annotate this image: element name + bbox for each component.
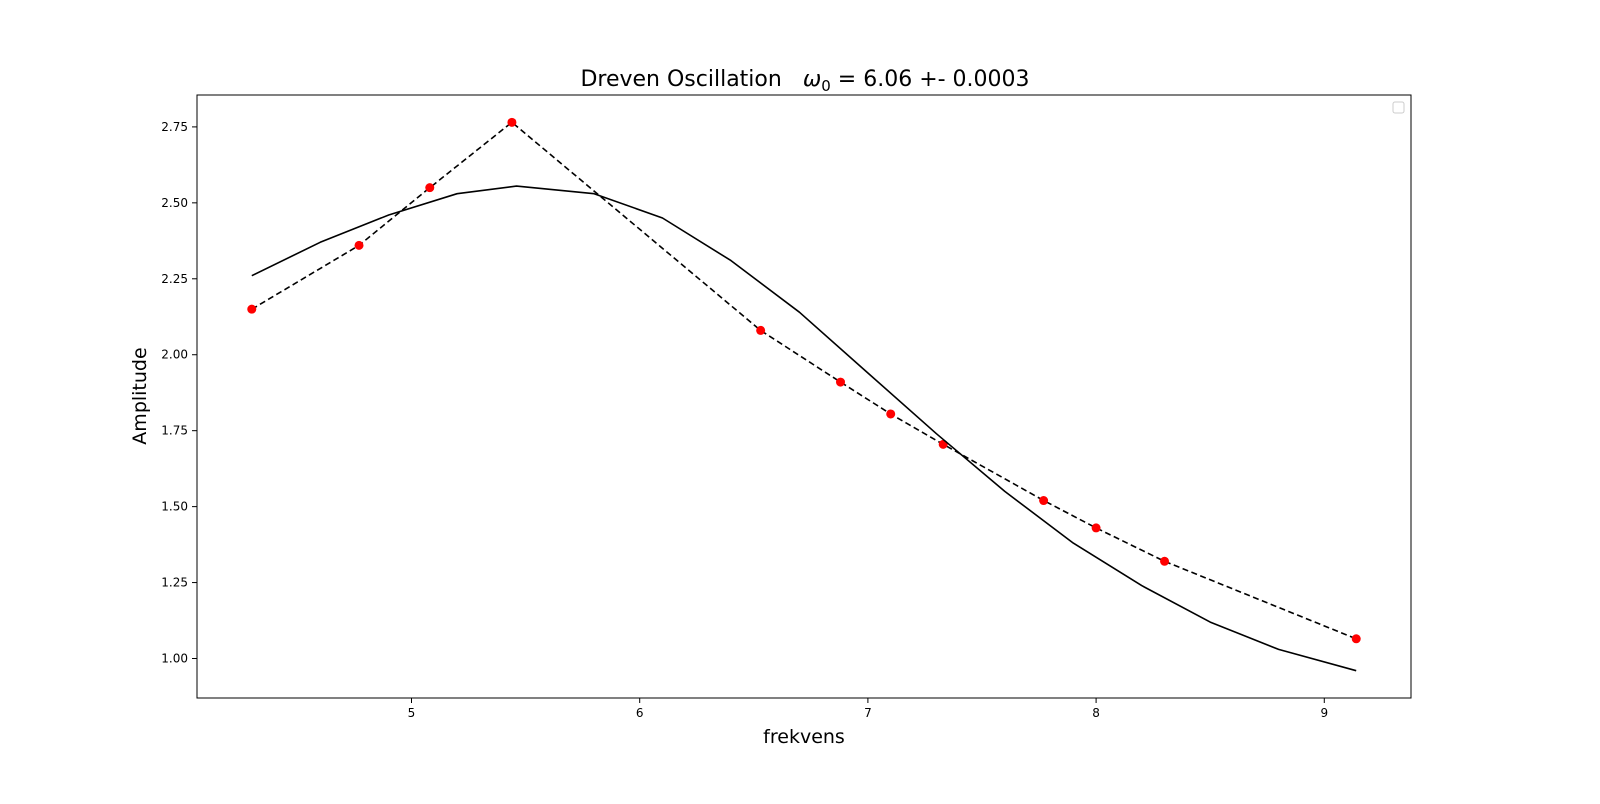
legend-box — [1392, 101, 1405, 114]
y-tick-label: 2.75 — [161, 120, 188, 134]
y-tick-label: 2.25 — [161, 272, 188, 286]
data-point — [1351, 634, 1361, 644]
x-tick-label: 7 — [864, 706, 872, 720]
y-tick-label: 1.50 — [161, 500, 188, 514]
data-point — [354, 240, 364, 250]
data-point — [425, 183, 435, 193]
y-axis-label: Amplitude — [129, 347, 151, 444]
y-tick-label: 1.25 — [161, 576, 188, 590]
data-point — [247, 304, 257, 314]
title-main: Dreven Oscillation — [580, 67, 781, 92]
chart-title: Dreven Oscillation ω0 = 6.06 +- 0.0003 — [580, 67, 1029, 95]
data-point — [507, 117, 517, 127]
x-tick-label: 9 — [1320, 706, 1328, 720]
x-tick-label: 5 — [408, 706, 416, 720]
x-axis-label: frekvens — [763, 726, 845, 748]
plot-area — [247, 117, 1361, 672]
title-value: = 6.06 +- 0.0003 — [831, 67, 1030, 92]
measured-data-line — [251, 121, 1357, 640]
y-tick-label: 2.50 — [161, 196, 188, 210]
y-tick-label: 2.00 — [161, 348, 188, 362]
axes: 5 6 7 8 9 1.00 1.25 1.50 1.75 2.00 2.25 2.50 2.75 — [161, 94, 1412, 720]
data-point — [1039, 496, 1049, 506]
fit-curve-line — [251, 185, 1357, 672]
data-point — [836, 377, 846, 387]
data-point — [886, 409, 896, 419]
title-omega-symbol: ω — [803, 67, 821, 92]
y-tick-label: 1.75 — [161, 424, 188, 438]
data-point — [756, 325, 766, 335]
x-tick-label: 6 — [636, 706, 644, 720]
data-point — [1091, 523, 1101, 533]
title-gap — [782, 67, 803, 92]
data-point — [1160, 556, 1170, 566]
y-tick-label: 1.00 — [161, 652, 188, 666]
axes-frame — [196, 94, 1412, 699]
title-omega-subscript: 0 — [821, 77, 831, 95]
x-tick-label: 8 — [1092, 706, 1100, 720]
